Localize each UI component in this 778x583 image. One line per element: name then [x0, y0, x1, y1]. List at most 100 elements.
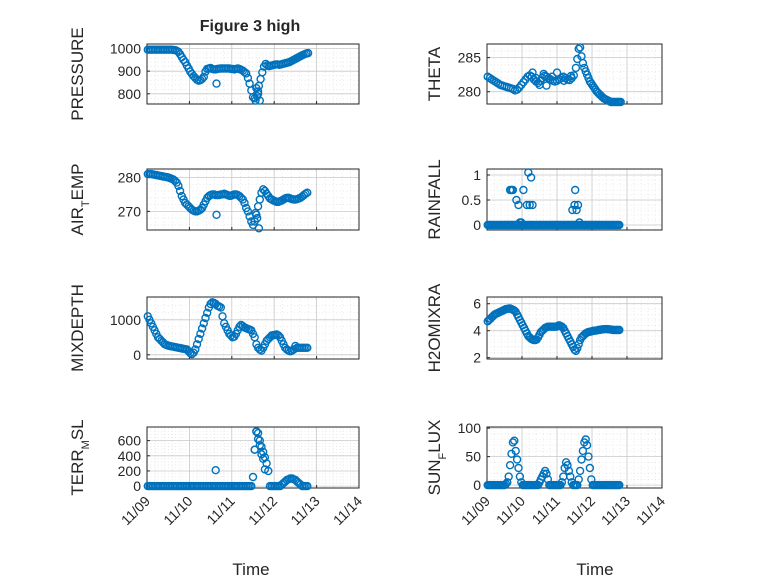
data-point: [255, 96, 264, 105]
y-tick-label: 0: [473, 477, 481, 493]
axes-box: [146, 168, 360, 231]
data-point: [565, 75, 574, 85]
data-point: [175, 186, 185, 196]
data-point: [196, 329, 205, 338]
axes-box: [146, 296, 360, 360]
data-point: [615, 480, 624, 490]
data-point: [303, 343, 312, 352]
y-axis-label: THETA: [425, 46, 444, 101]
y-tick-label: 100: [458, 420, 482, 436]
data-point: [515, 472, 525, 481]
data-point: [557, 478, 567, 487]
data-point: [199, 72, 209, 82]
data-point: [615, 325, 624, 335]
x-axis-label-right: Time: [576, 560, 613, 579]
y-tick-label: 2: [473, 350, 481, 366]
data-point: [257, 450, 266, 459]
subplot-h2omixra: 2 4 6 H2OMIXRA: [425, 283, 663, 372]
data-point: [539, 69, 548, 79]
data-point: [253, 213, 262, 223]
x-axis-label-left: Time: [232, 560, 269, 579]
data-point: [512, 85, 522, 94]
data-series: [483, 435, 624, 490]
y-tick-label: 280: [458, 84, 482, 100]
y-tick-label: 1: [473, 167, 481, 183]
data-point: [514, 463, 523, 473]
data-series: [143, 427, 312, 491]
data-point: [503, 478, 512, 487]
y-tick-label: 900: [118, 63, 142, 79]
data-point: [511, 446, 520, 456]
data-point: [584, 452, 593, 461]
axes-box: [486, 296, 663, 360]
data-series: [143, 298, 312, 359]
data-point: [512, 195, 521, 205]
data-point: [241, 69, 251, 78]
data-point: [251, 96, 260, 105]
data-point: [542, 469, 551, 478]
data-point: [615, 220, 624, 230]
axes-box: [486, 43, 663, 105]
data-point: [508, 438, 518, 447]
data-point: [510, 436, 519, 445]
data-point: [303, 48, 313, 58]
data-point: [197, 324, 207, 333]
data-point: [564, 466, 574, 476]
data-point: [247, 481, 256, 491]
subplot-theta: 280 285 THETA: [425, 43, 663, 107]
data-point: [526, 173, 536, 182]
data-point: [251, 208, 260, 218]
data-point: [508, 185, 518, 195]
data-point: [519, 185, 528, 195]
axes-box: [146, 43, 360, 105]
data-point: [573, 54, 582, 64]
major-grid: [147, 44, 359, 104]
data-point: [212, 79, 221, 88]
data-series: [143, 45, 313, 105]
data-point: [252, 83, 261, 93]
data-point: [566, 472, 575, 481]
data-point: [248, 472, 258, 482]
y-tick-label: 4: [473, 323, 481, 339]
data-series: [483, 168, 624, 230]
data-point: [571, 63, 581, 73]
data-point: [240, 198, 249, 208]
data-point: [211, 466, 220, 475]
y-tick-label: 280: [118, 169, 142, 185]
data-point: [199, 319, 209, 328]
data-point: [243, 207, 253, 216]
data-point: [243, 73, 253, 83]
data-point: [574, 44, 583, 53]
data-point: [559, 76, 569, 86]
data-series: [143, 169, 312, 233]
data-series: [483, 43, 625, 107]
y-axis-label: PRESSURE: [68, 27, 87, 121]
data-point: [525, 200, 534, 210]
data-point: [254, 224, 264, 233]
major-grid: [487, 169, 662, 230]
data-point: [578, 446, 588, 456]
subplot-mixdepth: 0 1000 MIXDEPTH: [68, 284, 360, 372]
data-point: [512, 455, 522, 464]
data-point: [573, 480, 582, 490]
data-point: [616, 97, 625, 107]
data-point: [303, 481, 312, 491]
data-point: [202, 308, 212, 317]
data-point: [547, 72, 557, 81]
data-point: [573, 200, 583, 210]
y-axis-label: RAINFALL: [425, 159, 444, 239]
data-point: [252, 427, 261, 436]
data-point: [212, 210, 221, 220]
y-tick-label: 0: [133, 347, 141, 363]
data-point: [582, 441, 592, 450]
data-point: [571, 185, 580, 195]
y-tick-label: 800: [118, 86, 142, 102]
y-axis-label: H2OMIXRA: [425, 283, 444, 372]
y-tick-label: 600: [118, 433, 142, 449]
data-point: [566, 71, 576, 81]
data-point: [174, 181, 183, 191]
data-point: [533, 78, 543, 88]
data-point: [192, 340, 202, 349]
